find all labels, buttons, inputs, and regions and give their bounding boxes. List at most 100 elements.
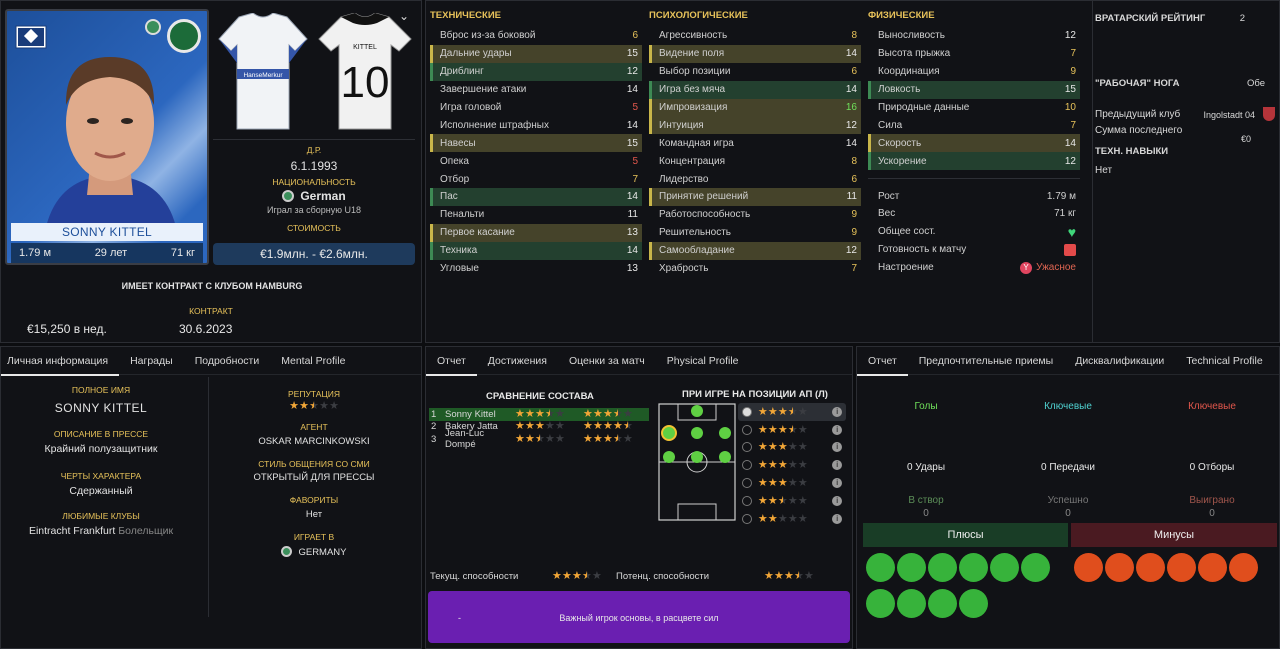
attribute-row[interactable]: Игра без мяча 14 <box>649 80 861 99</box>
foot-icon[interactable] <box>866 589 895 618</box>
pass-icon[interactable] <box>959 553 988 582</box>
tab-technical-profile[interactable]: Technical Profile <box>1186 354 1263 367</box>
clipboard-icon[interactable] <box>897 589 926 618</box>
radio-icon[interactable] <box>742 406 752 417</box>
attribute-row[interactable]: Координация 9 <box>868 63 1080 81</box>
attribute-row[interactable]: Выносливость 12 <box>868 27 1080 45</box>
attribute-row[interactable]: Храбрость 7 <box>649 260 861 278</box>
radio-icon[interactable] <box>742 442 752 453</box>
radio-icon[interactable] <box>742 460 752 471</box>
attribute-row[interactable]: Выбор позиции 6 <box>649 63 861 81</box>
aggression-icon[interactable] <box>1229 553 1258 582</box>
report-tabs: Отчет Достижения Оценки за матч Physical… <box>426 347 852 376</box>
attribute-row[interactable]: Дальние удары 15 <box>430 44 642 63</box>
info-icon[interactable]: i <box>832 424 843 435</box>
attribute-row[interactable]: Интуиция 12 <box>649 116 861 135</box>
target-icon[interactable] <box>928 553 957 582</box>
attribute-row[interactable]: Ловкость 15 <box>868 80 1080 99</box>
tab-achievements[interactable]: Достижения <box>487 354 547 367</box>
attribute-row[interactable]: Лидерство 6 <box>649 170 861 188</box>
fav-club-name[interactable]: Eintracht Frankfurt <box>28 525 116 537</box>
attribute-row[interactable]: Игра головой 5 <box>430 99 642 117</box>
tab-physical-profile[interactable]: Physical Profile <box>666 354 739 367</box>
prev-club[interactable]: Ingolstadt 04 <box>1203 107 1275 121</box>
chevron-down-icon[interactable]: ⌄ <box>399 9 410 23</box>
attribute-row[interactable]: Решительность 9 <box>649 224 861 242</box>
squad-row[interactable]: 3 Jean-Luc Dompé ★★★★★ ★★★★★ <box>429 428 649 450</box>
attribute-row[interactable]: Командная игра 14 <box>649 134 861 152</box>
attribute-row[interactable]: Навесы 15 <box>430 134 642 153</box>
tab-personal-info[interactable]: Личная информация <box>1 347 120 376</box>
attribute-row[interactable]: Дриблинг 12 <box>430 62 642 81</box>
attribute-row[interactable]: Завершение атаки 14 <box>430 81 642 99</box>
attribute-row[interactable]: Концентрация 8 <box>649 152 861 170</box>
attribute-row[interactable]: Высота прыжка 7 <box>868 45 1080 63</box>
attribute-row[interactable]: Принятие решений 11 <box>649 188 861 206</box>
fall-icon[interactable] <box>1105 553 1134 582</box>
info-icon[interactable]: i <box>832 406 843 417</box>
radio-icon[interactable] <box>742 424 752 435</box>
attribute-row[interactable]: Агрессивность 8 <box>649 27 861 45</box>
attribute-row[interactable]: Угловые 13 <box>430 260 642 278</box>
tab-mental-profile[interactable]: Mental Profile <box>281 354 346 367</box>
tackle-icon[interactable] <box>1198 553 1227 582</box>
attribute-row[interactable]: Самообладание 12 <box>649 241 861 260</box>
tab-match-ratings[interactable]: Оценки за матч <box>568 354 645 367</box>
attribute-row[interactable]: Техника 14 <box>430 241 642 260</box>
position-rating-row[interactable]: ★★★★★ i <box>738 456 846 474</box>
tab-suspensions[interactable]: Дисквалификации <box>1075 354 1165 367</box>
tab-preferred-moves[interactable]: Предпочтительные приемы <box>918 354 1054 367</box>
checklist-icon[interactable] <box>928 589 957 618</box>
radio-icon[interactable] <box>742 495 752 506</box>
position-rating-row[interactable]: ★★★★★ i <box>738 421 846 439</box>
info-icon[interactable]: i <box>832 460 843 471</box>
info-icon[interactable]: i <box>832 495 843 506</box>
position-rating-row[interactable]: ★★★★★ i <box>738 492 846 510</box>
attribute-row[interactable]: Пенальти 11 <box>430 206 642 224</box>
attribute-row[interactable]: Отбор 7 <box>430 170 642 188</box>
tab-awards[interactable]: Награды <box>130 354 173 367</box>
attribute-row[interactable]: Скорость 14 <box>868 134 1080 153</box>
morale-value[interactable]: Y Ужасное <box>1020 261 1076 274</box>
info-icon[interactable]: i <box>832 442 843 453</box>
info-icon[interactable]: i <box>832 478 843 489</box>
attribute-row[interactable]: Сила 7 <box>868 116 1080 134</box>
position-rating-row[interactable]: ★★★★★ i <box>738 510 846 528</box>
attribute-row[interactable]: Пас 14 <box>430 188 642 206</box>
info-icon[interactable]: i <box>832 513 843 524</box>
squad-row[interactable]: 2 Bakery Jatta ★★★★★ ★★★★★ <box>429 421 649 434</box>
flag-icon[interactable] <box>1167 553 1196 582</box>
position-rating-row[interactable]: ★★★★★ i <box>738 403 846 421</box>
attribute-name: Первое касание <box>440 227 515 239</box>
nationality-value[interactable]: German <box>213 189 415 203</box>
tab-scout-report[interactable]: Отчет <box>857 347 908 376</box>
attribute-name: Командная игра <box>659 137 734 149</box>
plays-for-value[interactable]: GERMANY <box>213 546 415 558</box>
readiness-icon[interactable] <box>1064 243 1076 256</box>
attribute-row[interactable]: Импровизация 16 <box>649 98 861 117</box>
medical-cross-icon[interactable] <box>1074 553 1103 582</box>
attribute-row[interactable]: Опека 5 <box>430 152 642 170</box>
attribute-row[interactable]: Первое касание 13 <box>430 223 642 242</box>
attribute-row[interactable]: Вброс из-за боковой 6 <box>430 27 642 45</box>
wings-icon[interactable] <box>866 553 895 582</box>
radio-icon[interactable] <box>742 478 752 489</box>
attribute-row[interactable]: Работоспособность 9 <box>649 206 861 224</box>
position-rating-row[interactable]: ★★★★★ i <box>738 439 846 457</box>
attribute-row[interactable]: Природные данные 10 <box>868 99 1080 117</box>
attribute-row[interactable]: Ускорение 12 <box>868 152 1080 171</box>
agent-value[interactable]: OSKAR MARCINKOWSKI <box>258 436 370 447</box>
heart-icon[interactable]: ♥ <box>1067 223 1076 240</box>
position-rating-row[interactable]: ★★★★★ i <box>738 474 846 492</box>
dribble-icon[interactable] <box>1021 553 1050 582</box>
collision-icon[interactable] <box>1136 553 1165 582</box>
tab-report[interactable]: Отчет <box>426 347 477 376</box>
squad-row[interactable]: 1 Sonny Kittel ★★★★★ ★★★★★ <box>429 408 649 421</box>
attribute-row[interactable]: Исполнение штрафных 14 <box>430 116 642 134</box>
brain-icon[interactable] <box>990 553 1019 582</box>
star-icon[interactable] <box>897 553 926 582</box>
flask-icon[interactable] <box>959 589 988 618</box>
radio-icon[interactable] <box>742 513 752 524</box>
attribute-row[interactable]: Видение поля 14 <box>649 44 861 63</box>
tab-details[interactable]: Подробности <box>194 354 260 367</box>
